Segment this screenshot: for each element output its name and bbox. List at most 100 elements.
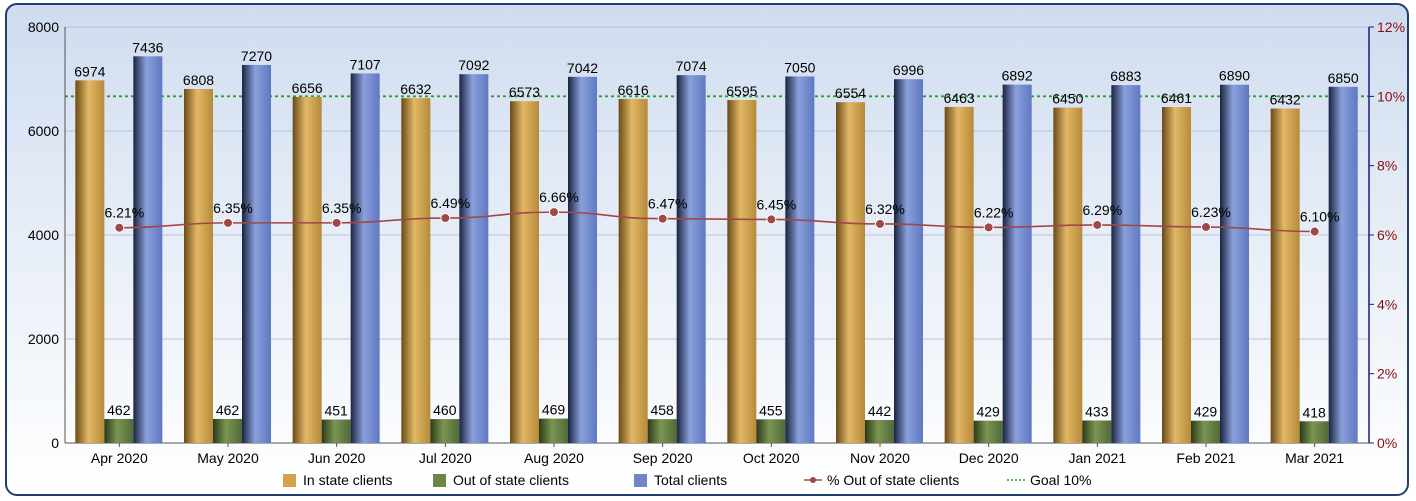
percent-point [549, 207, 559, 218]
bar-value-label: 6974 [74, 63, 105, 79]
bar-value-label: 6554 [835, 85, 866, 101]
legend-label: Out of state clients [453, 472, 569, 488]
percent-point [983, 222, 994, 233]
y-left-tick-label: 0 [51, 435, 59, 451]
bar-value-label: 6850 [1328, 70, 1359, 86]
bar-value-label: 455 [759, 402, 783, 418]
bar-value-label: 418 [1302, 404, 1326, 420]
x-tick-label: May 2020 [197, 450, 259, 466]
x-tick-label: Jun 2020 [308, 450, 366, 466]
bar-in-state [401, 98, 431, 444]
bar-out-of-state [1082, 420, 1112, 443]
bar-in-state [1270, 108, 1300, 443]
bar-total [242, 64, 271, 444]
combo-chart: 0 2000 4000 6000 8000 0% 2% 4% 6% 8% 10% 12% Apr 202… [28, 19, 1405, 488]
bar-in-state [944, 106, 974, 443]
percent-point [766, 214, 777, 225]
bar-out-of-state [539, 418, 568, 443]
bar-value-label: 429 [1194, 404, 1218, 420]
bar-value-label: 6432 [1270, 92, 1301, 108]
percent-line-path [119, 211, 1315, 233]
percent-point [331, 217, 342, 228]
bar-value-label: 429 [976, 404, 1000, 420]
x-tick-label: Aug 2020 [524, 450, 584, 466]
y-right-tick-label: 4% [1377, 296, 1397, 312]
legend-swatch [433, 474, 446, 487]
percent-point [1092, 219, 1103, 230]
percent-label: 6.66% [539, 189, 579, 205]
bar-total [894, 79, 923, 443]
bar-value-label: 7436 [132, 39, 163, 55]
bar-out-of-state [756, 419, 786, 443]
y-right-tick-label: 0% [1377, 435, 1397, 451]
bar-total [133, 56, 163, 443]
x-tick-label: Feb 2021 [1176, 450, 1235, 466]
y-left-tick-label: 6000 [28, 123, 59, 139]
y-left-tick-label: 8000 [28, 19, 59, 35]
bar-total [350, 73, 380, 443]
bar-value-label: 7092 [458, 57, 489, 73]
percent-label: 6.47% [648, 196, 688, 212]
bar-out-of-state [973, 420, 1003, 443]
bar-in-state [727, 100, 757, 443]
percent-point [440, 213, 451, 224]
legend-label: In state clients [303, 472, 393, 488]
y-right-tick-label: 8% [1377, 158, 1397, 174]
bar-value-label: 442 [868, 403, 892, 419]
legend-label: Total clients [654, 472, 727, 488]
bar-value-label: 6616 [618, 82, 649, 98]
bar-in-state [1053, 107, 1083, 443]
bar-in-state [510, 101, 539, 443]
y-right-tick-label: 10% [1377, 88, 1405, 104]
x-tick-label: Sep 2020 [633, 450, 693, 466]
bar-value-label: 433 [1085, 403, 1109, 419]
bar-out-of-state [1299, 421, 1329, 443]
legend-label: Goal 10% [1030, 472, 1091, 488]
y-left-tick-label: 4000 [28, 227, 59, 243]
bar-out-of-state [321, 419, 351, 443]
percent-label: 6.10% [1300, 209, 1340, 225]
bar-value-label: 6808 [183, 72, 214, 88]
percent-label: 6.21% [104, 205, 144, 221]
x-tick-label: Jul 2020 [419, 450, 472, 466]
bar-total [1002, 84, 1032, 443]
bar-total [785, 76, 815, 444]
x-tick-label: Mar 2021 [1285, 450, 1344, 466]
bar-value-label: 7107 [350, 56, 381, 72]
bar-value-label: 6595 [726, 83, 757, 99]
bar-in-state [1162, 107, 1191, 443]
bar-value-label: 6890 [1219, 68, 1250, 84]
percent-label: 6.35% [213, 200, 253, 216]
bar-total [1328, 86, 1358, 444]
bar-value-label: 6892 [1002, 68, 1033, 84]
percent-line [114, 207, 1320, 237]
bar-in-state [292, 96, 322, 443]
data-labels: 6974 462 7436 6808 462 7270 6656 451 7107 6632 460… [74, 39, 1359, 420]
bar-in-state [184, 88, 213, 443]
bar-total [568, 76, 597, 443]
legend: In state clients Out of state clients Tota… [283, 472, 1091, 488]
bar-in-state [618, 98, 648, 443]
x-tick-label: Nov 2020 [850, 450, 910, 466]
bar-value-label: 6573 [509, 84, 540, 100]
bar-in-state [836, 102, 865, 443]
bar-value-label: 6883 [1110, 68, 1141, 84]
axes: 0 2000 4000 6000 8000 0% 2% 4% 6% 8% 10% 12% Apr 202… [28, 19, 1405, 466]
legend-marker [810, 477, 816, 483]
bar-out-of-state [865, 420, 894, 443]
percent-point [114, 222, 125, 233]
y-right-tick-label: 6% [1377, 227, 1397, 243]
percent-label: 6.32% [865, 201, 905, 217]
bar-value-label: 469 [542, 402, 566, 418]
bar-value-label: 7074 [676, 58, 707, 74]
percent-point [1201, 222, 1211, 233]
bar-out-of-state [1191, 420, 1220, 443]
y-left-tick-label: 2000 [28, 331, 59, 347]
bar-value-label: 7270 [241, 48, 272, 64]
percent-point [657, 213, 668, 224]
bar-out-of-state [104, 418, 134, 443]
bar-value-label: 451 [324, 403, 348, 419]
chart-panel: 0 2000 4000 6000 8000 0% 2% 4% 6% 8% 10% 12% Apr 202… [5, 3, 1409, 496]
legend-swatch [283, 474, 296, 487]
bar-out-of-state [647, 419, 677, 443]
